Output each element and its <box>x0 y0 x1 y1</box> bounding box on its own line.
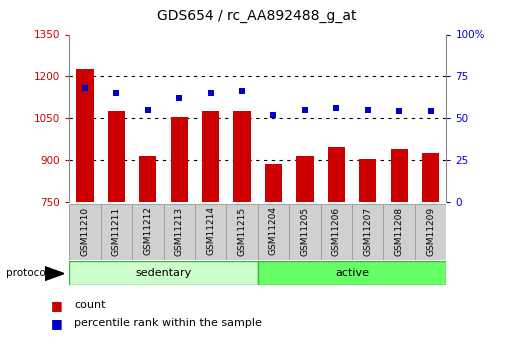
Bar <box>359 159 377 202</box>
Text: GDS654 / rc_AA892488_g_at: GDS654 / rc_AA892488_g_at <box>157 9 356 23</box>
Point <box>301 107 309 112</box>
Text: ■: ■ <box>51 299 63 312</box>
Text: GSM11208: GSM11208 <box>394 206 404 256</box>
Bar <box>422 153 439 202</box>
Point <box>207 90 215 96</box>
Text: GSM11210: GSM11210 <box>81 206 89 256</box>
Point <box>395 109 403 114</box>
Bar <box>171 117 188 202</box>
Text: protocol: protocol <box>6 268 49 278</box>
Bar <box>69 261 258 285</box>
Text: GSM11207: GSM11207 <box>363 206 372 256</box>
Text: GSM11212: GSM11212 <box>143 206 152 255</box>
Point <box>112 90 121 96</box>
Bar <box>352 204 383 260</box>
Bar <box>132 204 164 260</box>
Text: GSM11205: GSM11205 <box>301 206 309 256</box>
Text: GSM11211: GSM11211 <box>112 206 121 256</box>
Text: GSM11206: GSM11206 <box>332 206 341 256</box>
Bar <box>258 204 289 260</box>
Bar <box>202 111 219 202</box>
Point <box>175 95 183 101</box>
Text: GSM11209: GSM11209 <box>426 206 435 256</box>
Bar <box>289 204 321 260</box>
Bar <box>101 204 132 260</box>
Bar <box>139 156 156 202</box>
Text: sedentary: sedentary <box>135 268 192 278</box>
Bar <box>195 204 226 260</box>
Text: GSM11214: GSM11214 <box>206 206 215 255</box>
Text: GSM11213: GSM11213 <box>175 206 184 256</box>
Bar <box>321 204 352 260</box>
Text: GSM11204: GSM11204 <box>269 206 278 255</box>
Bar <box>108 111 125 202</box>
Bar <box>164 204 195 260</box>
Point <box>269 112 278 118</box>
Text: GSM11215: GSM11215 <box>238 206 247 256</box>
Bar <box>258 261 446 285</box>
Bar <box>233 111 251 202</box>
Bar <box>265 164 282 202</box>
Bar <box>383 204 415 260</box>
Text: count: count <box>74 300 106 310</box>
Bar <box>390 149 408 202</box>
Bar <box>297 156 313 202</box>
Bar <box>328 147 345 202</box>
Point <box>81 85 89 91</box>
Text: percentile rank within the sample: percentile rank within the sample <box>74 318 262 328</box>
Bar <box>415 204 446 260</box>
Point <box>144 107 152 112</box>
Point <box>332 105 341 111</box>
Bar <box>69 204 101 260</box>
Point <box>364 107 372 112</box>
Text: active: active <box>335 268 369 278</box>
Bar <box>226 204 258 260</box>
Polygon shape <box>45 267 64 280</box>
Bar <box>76 69 93 202</box>
Point <box>238 89 246 94</box>
Text: ■: ■ <box>51 317 63 330</box>
Point <box>426 109 435 114</box>
